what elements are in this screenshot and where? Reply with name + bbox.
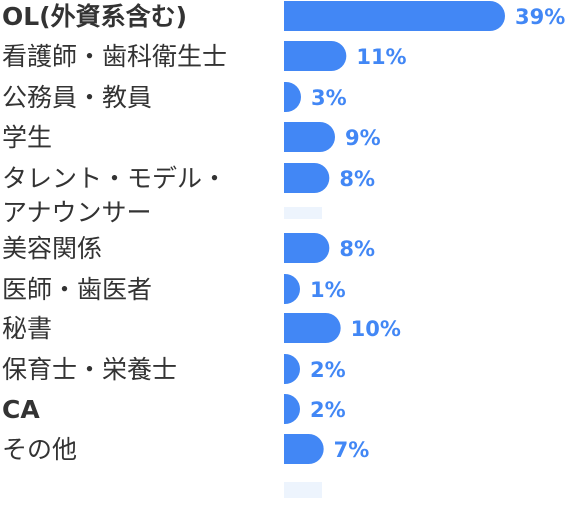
value-label: 2%	[310, 398, 346, 422]
bar	[284, 354, 300, 384]
bar	[284, 274, 300, 304]
value-label: 8%	[339, 237, 375, 261]
value-label: 1%	[310, 278, 346, 302]
bar	[284, 313, 341, 343]
value-label: 8%	[339, 167, 375, 191]
category-label: 学生	[2, 123, 52, 152]
bar	[284, 1, 505, 31]
value-label: 9%	[345, 126, 381, 150]
category-label: 秘書	[2, 314, 52, 343]
category-label: 公務員・教員	[2, 83, 152, 112]
placeholder-block	[284, 482, 322, 498]
value-label: 2%	[310, 358, 346, 382]
bar	[284, 162, 330, 193]
category-label: CA	[2, 395, 40, 424]
bar	[284, 233, 330, 263]
value-label: 11%	[356, 45, 406, 69]
bar	[284, 394, 300, 424]
category-label: 看護師・歯科衛生士	[2, 42, 227, 71]
bar	[284, 434, 324, 464]
category-label: OL(外資系含む)	[2, 2, 187, 31]
value-label: 7%	[334, 438, 370, 462]
category-label: 美容関係	[2, 234, 102, 263]
category-label: タレント・モデル・	[2, 164, 227, 193]
category-label: アナウンサー	[2, 198, 152, 227]
category-label: 保育士・栄養士	[2, 355, 177, 384]
placeholder-block	[284, 207, 322, 219]
bar	[284, 122, 335, 152]
value-label: 39%	[515, 5, 565, 29]
category-label: 医師・歯医者	[2, 275, 152, 304]
value-label: 10%	[351, 317, 401, 341]
bars-layer	[284, 1, 505, 464]
value-label: 3%	[311, 86, 347, 110]
placeholder-layer	[284, 207, 322, 498]
bar	[284, 41, 347, 71]
category-labels-layer: OL(外資系含む) 看護師・歯科衛生士公務員・教員学生タレント・モデル・アナウンサ…	[2, 2, 227, 464]
value-labels-layer: 39%11%3%9%8%8%1%10%2%2%7%	[310, 5, 565, 462]
bar	[284, 82, 301, 112]
category-label: その他	[2, 435, 77, 464]
